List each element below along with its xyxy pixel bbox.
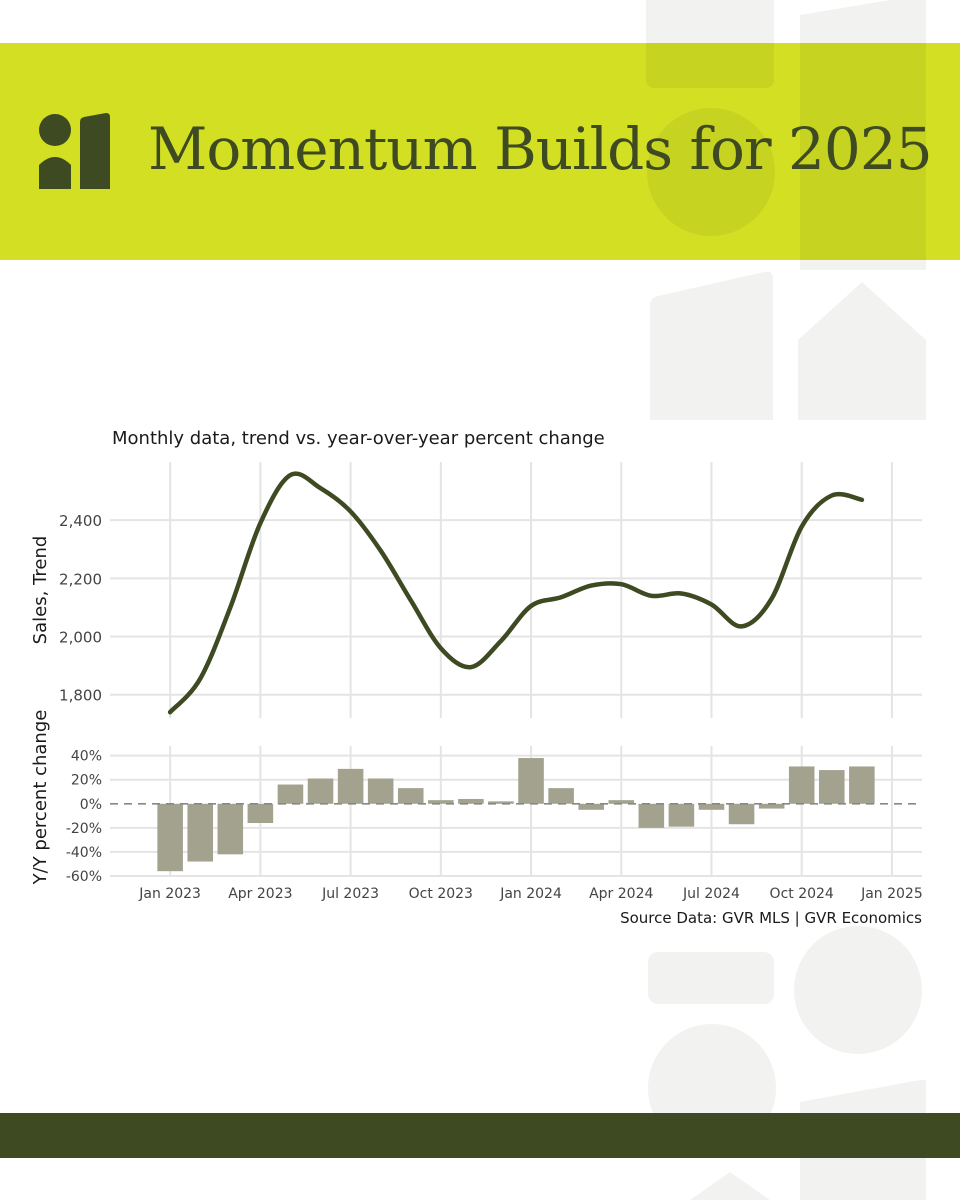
y-tick-label-bottom: -20% bbox=[66, 821, 102, 837]
bar-yoy-change bbox=[307, 778, 334, 804]
deco-house-right bbox=[798, 282, 926, 420]
x-tick-label: Jan 2024 bbox=[499, 886, 562, 902]
bar-yoy-change bbox=[638, 803, 665, 828]
trend-line bbox=[167, 471, 865, 715]
x-tick-label: Jan 2025 bbox=[860, 886, 923, 902]
footer-band bbox=[0, 1113, 960, 1158]
axis-labels-layer: 1,800 2,000 2,200 2,400 -60% -40% -20% 0% 20% 40%… bbox=[30, 512, 923, 902]
bar-yoy-change bbox=[187, 803, 214, 862]
y-tick-label-bottom: 20% bbox=[71, 773, 102, 789]
bar-yoy-change bbox=[668, 803, 695, 827]
page-title: Momentum Builds for 2025 bbox=[148, 115, 933, 183]
bar-yoy-change bbox=[458, 798, 484, 804]
bar-yoy-change bbox=[548, 788, 574, 804]
x-tick-label: Apr 2023 bbox=[228, 886, 292, 902]
bar-yoy-change bbox=[518, 758, 544, 804]
trend-line-layer bbox=[167, 471, 865, 715]
bar-yoy-change bbox=[397, 788, 424, 804]
y-axis-title-bottom: Y/Y percent change bbox=[30, 710, 51, 886]
bar-yoy-change bbox=[788, 766, 815, 804]
y-tick-label-top: 1,800 bbox=[59, 687, 102, 705]
bar-yoy-change bbox=[849, 766, 875, 804]
y-tick-label-top: 2,400 bbox=[59, 512, 102, 530]
bar-series bbox=[157, 758, 875, 872]
y-tick-label-bottom: 40% bbox=[71, 749, 102, 765]
title-banner bbox=[0, 43, 960, 260]
deco-house-tip bbox=[690, 1172, 770, 1200]
deco-circle-bottom bbox=[794, 926, 922, 1054]
bar-yoy-change bbox=[157, 803, 183, 872]
bar-yoy-change bbox=[818, 770, 845, 804]
grid-layer bbox=[110, 462, 922, 877]
x-tick-label: Jul 2024 bbox=[682, 886, 740, 902]
y-tick-label-bottom: 0% bbox=[80, 797, 102, 813]
bar-yoy-change bbox=[758, 803, 785, 809]
bar-yoy-change bbox=[488, 801, 514, 804]
x-tick-label: Jul 2023 bbox=[321, 886, 379, 902]
bar-yoy-change bbox=[217, 803, 244, 855]
bar-yoy-change bbox=[277, 784, 304, 804]
y-tick-label-bottom: -60% bbox=[66, 869, 102, 885]
bar-yoy-change bbox=[698, 803, 725, 810]
y-tick-label-top: 2,200 bbox=[59, 570, 102, 588]
bar-yoy-change bbox=[428, 800, 454, 804]
deco-house-left bbox=[650, 271, 773, 420]
bar-yoy-change bbox=[578, 803, 604, 810]
bar-yoy-change bbox=[728, 803, 755, 825]
bar-yoy-change bbox=[608, 800, 635, 804]
x-tick-label: Oct 2023 bbox=[409, 886, 473, 902]
y-tick-label-top: 2,000 bbox=[59, 629, 102, 647]
bar-yoy-change bbox=[337, 768, 364, 804]
x-tick-label: Apr 2024 bbox=[589, 886, 653, 902]
deco-rounded-rect-bottom bbox=[648, 952, 774, 1004]
bar-yoy-change bbox=[367, 778, 394, 804]
y-tick-label-bottom: -40% bbox=[66, 845, 102, 861]
sales-chart: 1,800 2,000 2,200 2,400 -60% -40% -20% 0% 20% 40%… bbox=[30, 462, 923, 902]
source-note: Source Data: GVR MLS | GVR Economics bbox=[620, 909, 922, 927]
chart-subtitle: Monthly data, trend vs. year-over-year p… bbox=[112, 428, 605, 449]
x-tick-label: Oct 2024 bbox=[770, 886, 834, 902]
bar-yoy-change bbox=[247, 803, 274, 824]
brand-logo bbox=[39, 113, 110, 189]
x-tick-label: Jan 2023 bbox=[138, 886, 201, 902]
y-axis-title-top: Sales, Trend bbox=[30, 536, 51, 645]
